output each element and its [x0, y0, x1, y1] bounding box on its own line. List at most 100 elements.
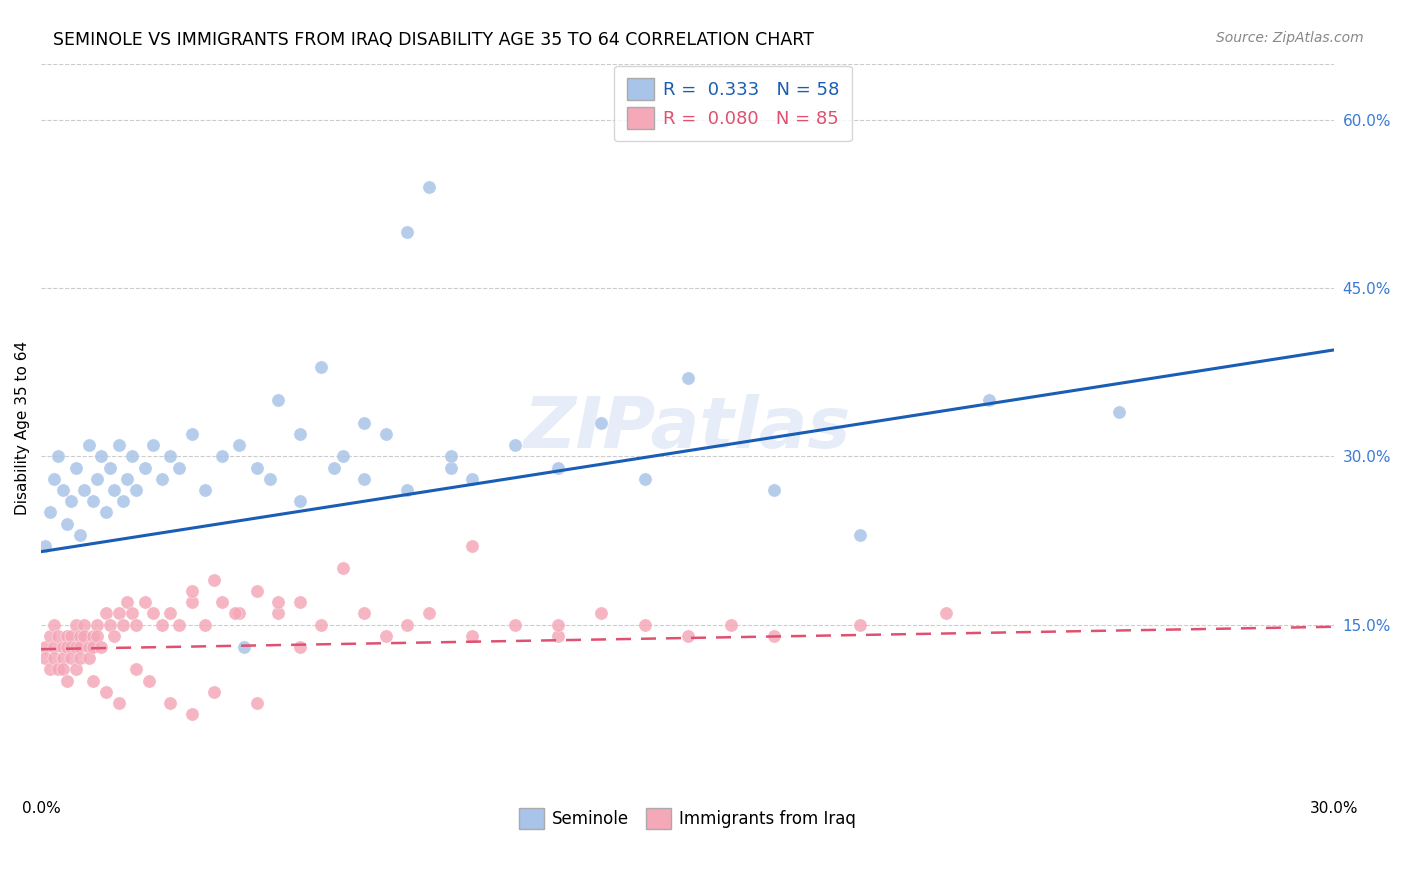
Point	[418, 180, 440, 194]
Point	[107, 607, 129, 621]
Point	[211, 450, 233, 464]
Point	[633, 617, 655, 632]
Point	[117, 595, 139, 609]
Point	[418, 607, 440, 621]
Point	[52, 662, 75, 676]
Point	[94, 685, 117, 699]
Point	[56, 640, 79, 654]
Point	[107, 438, 129, 452]
Point	[60, 494, 83, 508]
Point	[228, 607, 250, 621]
Point	[48, 629, 70, 643]
Point	[259, 472, 281, 486]
Point	[1108, 404, 1130, 418]
Point	[503, 617, 526, 632]
Point	[246, 460, 269, 475]
Point	[267, 393, 290, 408]
Point	[103, 483, 125, 497]
Point	[150, 472, 173, 486]
Legend: Seminole, Immigrants from Iraq: Seminole, Immigrants from Iraq	[512, 802, 863, 835]
Y-axis label: Disability Age 35 to 64: Disability Age 35 to 64	[15, 342, 30, 516]
Point	[181, 595, 204, 609]
Point	[56, 516, 79, 531]
Text: Source: ZipAtlas.com: Source: ZipAtlas.com	[1216, 31, 1364, 45]
Point	[82, 629, 104, 643]
Point	[547, 460, 569, 475]
Point	[42, 651, 65, 665]
Point	[65, 617, 87, 632]
Point	[138, 673, 160, 688]
Point	[117, 472, 139, 486]
Point	[48, 662, 70, 676]
Point	[374, 427, 396, 442]
Point	[288, 494, 311, 508]
Point	[396, 617, 419, 632]
Point	[90, 640, 112, 654]
Point	[181, 427, 204, 442]
Point	[82, 640, 104, 654]
Point	[73, 617, 96, 632]
Point	[73, 629, 96, 643]
Point	[288, 595, 311, 609]
Point	[311, 617, 333, 632]
Point	[461, 629, 484, 643]
Point	[353, 607, 375, 621]
Point	[86, 629, 108, 643]
Point	[90, 450, 112, 464]
Point	[125, 483, 148, 497]
Point	[676, 629, 699, 643]
Point	[246, 696, 269, 710]
Point	[125, 662, 148, 676]
Point	[77, 640, 100, 654]
Point	[461, 539, 484, 553]
Point	[288, 640, 311, 654]
Point	[34, 640, 56, 654]
Point	[65, 640, 87, 654]
Point	[121, 607, 143, 621]
Point	[246, 583, 269, 598]
Point	[111, 494, 134, 508]
Point	[56, 673, 79, 688]
Point	[232, 640, 254, 654]
Point	[42, 640, 65, 654]
Text: ZIPatlas: ZIPatlas	[524, 394, 851, 463]
Point	[103, 629, 125, 643]
Point	[194, 617, 217, 632]
Point	[167, 460, 190, 475]
Point	[77, 438, 100, 452]
Point	[134, 460, 156, 475]
Point	[762, 629, 785, 643]
Point	[503, 438, 526, 452]
Point	[38, 662, 60, 676]
Point	[461, 472, 484, 486]
Point	[52, 483, 75, 497]
Point	[762, 483, 785, 497]
Text: SEMINOLE VS IMMIGRANTS FROM IRAQ DISABILITY AGE 35 TO 64 CORRELATION CHART: SEMINOLE VS IMMIGRANTS FROM IRAQ DISABIL…	[53, 31, 814, 49]
Point	[65, 460, 87, 475]
Point	[60, 640, 83, 654]
Point	[633, 472, 655, 486]
Point	[720, 617, 742, 632]
Point	[979, 393, 1001, 408]
Point	[547, 629, 569, 643]
Point	[228, 438, 250, 452]
Point	[211, 595, 233, 609]
Point	[332, 450, 354, 464]
Point	[353, 472, 375, 486]
Point	[142, 438, 165, 452]
Point	[42, 472, 65, 486]
Point	[86, 472, 108, 486]
Point	[69, 651, 91, 665]
Point	[48, 450, 70, 464]
Point	[142, 607, 165, 621]
Point	[121, 450, 143, 464]
Point	[107, 696, 129, 710]
Point	[159, 696, 181, 710]
Point	[374, 629, 396, 643]
Point	[34, 539, 56, 553]
Point	[56, 629, 79, 643]
Point	[181, 583, 204, 598]
Point	[439, 450, 461, 464]
Point	[125, 617, 148, 632]
Point	[34, 651, 56, 665]
